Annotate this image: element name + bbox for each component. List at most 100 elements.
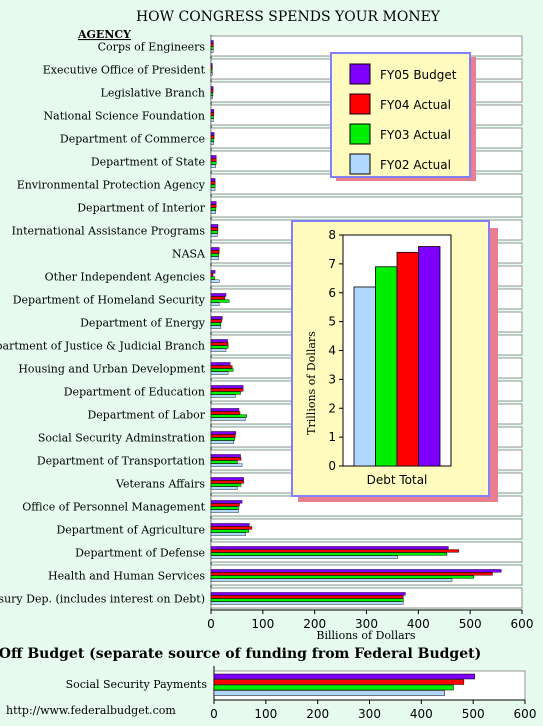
bar — [210, 204, 217, 208]
bar — [210, 394, 236, 398]
main-x-tick-label: 0 — [207, 617, 215, 631]
bar — [210, 279, 220, 283]
bar — [210, 408, 240, 412]
inset-y-tick-label: 6 — [328, 286, 336, 300]
off-bar — [213, 684, 454, 691]
bar — [210, 411, 241, 415]
bar — [210, 72, 213, 76]
bar — [210, 273, 214, 277]
category-label: Department of Labor — [87, 409, 205, 422]
inset-y-tick-label: 3 — [328, 372, 336, 386]
bar — [210, 601, 404, 605]
category-label: Corps of Engineers — [98, 41, 206, 54]
category-label: International Assistance Programs — [12, 225, 206, 238]
bar — [210, 132, 215, 136]
inset-y-axis-label: Trillions of Dollars — [305, 331, 318, 435]
category-label: Office of Personnel Management — [22, 501, 205, 514]
bar — [210, 546, 449, 550]
inset-y-tick-label: 0 — [328, 459, 336, 473]
category-label: Veterans Affairs — [115, 478, 205, 491]
bar — [210, 270, 216, 274]
category-label: Department of Defense — [75, 547, 205, 560]
bar — [210, 250, 220, 254]
bar — [210, 503, 240, 507]
bar — [210, 253, 219, 257]
legend-swatch — [349, 153, 371, 175]
bar — [210, 276, 215, 280]
bar — [210, 385, 244, 389]
bar — [210, 555, 398, 559]
bar — [210, 233, 218, 237]
inset-y-tick-label: 5 — [328, 315, 336, 329]
category-label: Department of Transportation — [37, 455, 205, 468]
bar — [210, 247, 220, 251]
category-label: NASA — [172, 248, 206, 261]
bar — [210, 184, 216, 188]
category-label: Department of State — [91, 156, 205, 169]
inset-bar — [396, 251, 419, 467]
off-bar — [213, 690, 445, 696]
agency-header: AGENCY — [77, 28, 131, 41]
category-label: Other Independent Agencies — [45, 271, 206, 284]
bar — [210, 431, 237, 435]
bar — [210, 417, 246, 421]
bar — [210, 118, 214, 122]
main-xaxis-label: Billions of Dollars — [316, 629, 415, 642]
off-x-tick-label: 300 — [358, 707, 381, 721]
bar — [210, 325, 222, 329]
bar — [210, 549, 459, 553]
bar — [210, 500, 243, 504]
category-label: Department of Commerce — [60, 133, 205, 146]
bar — [210, 569, 502, 573]
bar — [210, 293, 227, 297]
bar — [210, 345, 229, 349]
bar — [210, 440, 235, 444]
bar — [210, 138, 215, 142]
off-x-tick-label: 400 — [410, 707, 433, 721]
bar — [210, 391, 241, 395]
inset-y-tick-label: 2 — [328, 401, 336, 415]
category-label: Department of Education — [64, 386, 205, 399]
bar — [210, 460, 238, 464]
category-row-band — [210, 196, 523, 218]
inset-y-tick-label: 4 — [328, 344, 336, 358]
category-label: Department of Interior — [77, 202, 205, 215]
inset-y-tick-label: 8 — [328, 228, 336, 242]
bar — [210, 115, 214, 119]
bar — [210, 158, 217, 162]
bar — [210, 207, 217, 211]
bar — [210, 529, 250, 533]
legend-swatch — [349, 93, 371, 115]
category-label: Environmental Protection Agency — [17, 179, 206, 192]
main-x-tick-label: 300 — [355, 617, 378, 631]
category-label: Executive Office of President — [43, 64, 206, 77]
main-x-tick-label: 600 — [511, 617, 534, 631]
bar — [210, 178, 216, 182]
bar — [210, 365, 233, 369]
bar — [210, 187, 216, 191]
bar — [210, 92, 214, 96]
bar — [210, 299, 230, 303]
bar — [210, 598, 404, 602]
inset-y-tick-label: 1 — [328, 430, 336, 444]
bar — [210, 437, 236, 441]
bar — [210, 348, 227, 352]
category-label: National Science Foundation — [44, 110, 205, 123]
off-x-tick-label: 500 — [462, 707, 485, 721]
bar — [210, 575, 474, 579]
bar — [210, 339, 228, 343]
legend-label: FY02 Actual — [380, 158, 451, 172]
main-x-tick-label: 500 — [459, 617, 482, 631]
bar — [210, 523, 250, 527]
off-budget-title: Off Budget (separate source of funding f… — [0, 646, 481, 662]
bar — [210, 256, 219, 260]
bar — [210, 316, 223, 320]
category-label: Department of Energy — [80, 317, 206, 330]
bar — [210, 362, 231, 366]
off-x-tick-label: 600 — [514, 707, 537, 721]
legend-label: FY03 Actual — [380, 128, 451, 142]
inset-y-tick-label: 7 — [328, 257, 336, 271]
bar — [210, 480, 244, 484]
bar — [210, 486, 238, 490]
